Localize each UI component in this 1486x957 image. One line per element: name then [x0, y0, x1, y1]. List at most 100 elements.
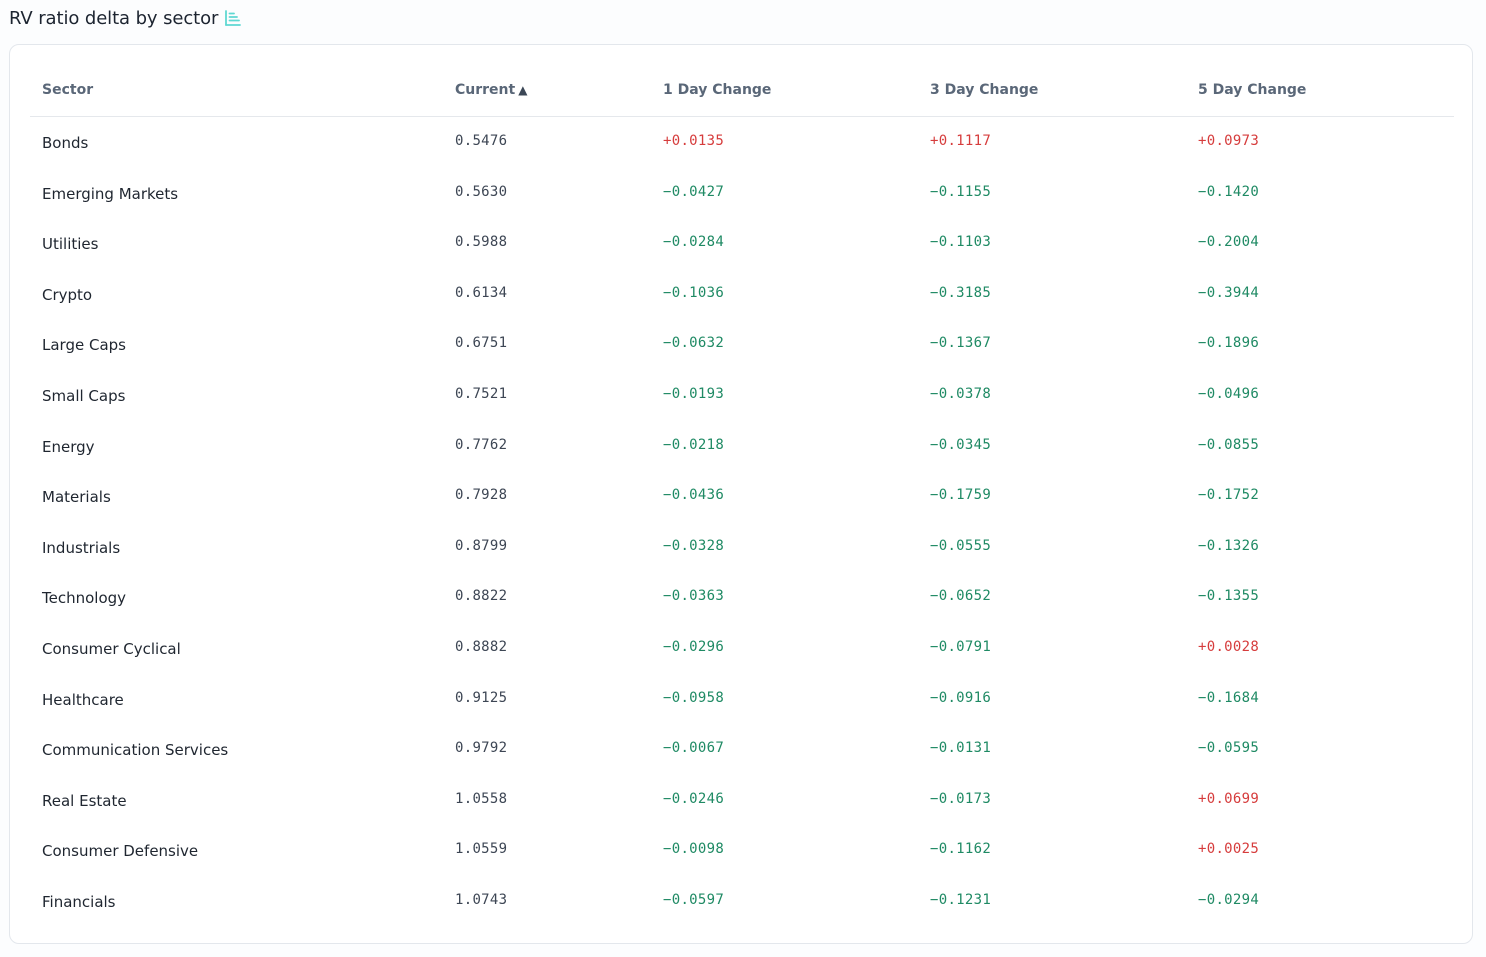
3-day-change-value: −0.0791	[930, 638, 992, 655]
3-day-change-value: −0.0555	[930, 537, 992, 554]
current-value: 1.0743	[455, 891, 508, 908]
5-day-change-value: +0.0699	[1198, 790, 1260, 807]
sector-name: Materials	[42, 488, 111, 507]
current-value: 0.6134	[455, 284, 508, 301]
page-title: RV ratio delta by sector	[9, 7, 219, 29]
current-value: 0.6751	[455, 335, 508, 352]
5-day-change-value: −0.0595	[1198, 740, 1260, 757]
current-value: 0.8882	[455, 638, 508, 655]
current-value: 0.7928	[455, 487, 508, 504]
3-day-change-value: −0.1103	[930, 234, 992, 251]
5-day-change-value: −0.1896	[1198, 335, 1260, 352]
3-day-change-value: −0.0345	[930, 436, 992, 453]
3-day-change-value: −0.1162	[930, 841, 992, 858]
table-header: Sector Current ▲ 1 Day Change 3 Day Chang…	[30, 45, 1454, 117]
5-day-change-value: −0.1752	[1198, 487, 1260, 504]
sector-name: Technology	[42, 589, 127, 608]
column-header-label: Current	[455, 82, 516, 98]
3-day-change-value: −0.0131	[930, 740, 992, 757]
table-row[interactable]: Healthcare 0.9125 −0.0958 −0.0916 −0.1684	[30, 674, 1454, 725]
table-row[interactable]: Consumer Cyclical 0.8882 −0.0296 −0.0791 +0.…	[30, 623, 1454, 674]
column-header-3-day-change[interactable]: 3 Day Change	[930, 82, 1038, 98]
column-header-5-day-change[interactable]: 5 Day Change	[1198, 82, 1306, 98]
sector-name: Consumer Defensive	[42, 842, 199, 861]
sector-name: Utilities	[42, 235, 99, 254]
table-row[interactable]: Emerging Markets 0.5630 −0.0427 −0.1155 −0.1…	[30, 168, 1454, 219]
current-value: 0.7762	[455, 436, 508, 453]
sort-ascending-icon: ▲	[518, 83, 528, 97]
5-day-change-value: −0.1355	[1198, 588, 1260, 605]
3-day-change-value: +0.1117	[930, 133, 992, 149]
5-day-change-value: −0.0855	[1198, 436, 1260, 453]
5-day-change-value: −0.1684	[1198, 689, 1260, 706]
5-day-change-value: −0.1326	[1198, 537, 1260, 554]
3-day-change-value: −0.3185	[930, 284, 992, 301]
3-day-change-value: −0.1759	[930, 487, 992, 504]
current-value: 0.7521	[455, 385, 508, 402]
sector-name: Industrials	[42, 538, 121, 557]
column-header-current[interactable]: Current ▲	[455, 82, 527, 98]
sector-name: Crypto	[42, 285, 93, 304]
1-day-change-value: −0.0067	[663, 740, 725, 757]
sector-name: Large Caps	[42, 336, 126, 355]
table-row[interactable]: Small Caps 0.7521 −0.0193 −0.0378 −0.0496	[30, 370, 1454, 421]
sector-name: Bonds	[42, 134, 89, 152]
3-day-change-value: −0.1367	[930, 335, 992, 352]
table-row[interactable]: Materials 0.7928 −0.0436 −0.1759 −0.1752	[30, 471, 1454, 522]
3-day-change-value: −0.0378	[930, 385, 992, 402]
1-day-change-value: −0.0363	[663, 588, 725, 605]
table-row[interactable]: Bonds 0.5476 +0.0135 +0.1117 +0.0973	[30, 117, 1454, 168]
current-value: 0.5988	[455, 234, 508, 251]
table-row[interactable]: Industrials 0.8799 −0.0328 −0.0555 −0.1326	[30, 522, 1454, 573]
sector-name: Healthcare	[42, 690, 124, 709]
sector-name: Consumer Cyclical	[42, 639, 181, 658]
1-day-change-value: −0.0436	[663, 487, 725, 504]
table-row[interactable]: Communication Services 0.9792 −0.0067 −0.01…	[30, 724, 1454, 775]
1-day-change-value: −0.0597	[663, 891, 725, 908]
1-day-change-value: −0.0958	[663, 689, 725, 706]
5-day-change-value: −0.0294	[1198, 891, 1260, 908]
1-day-change-value: −0.0427	[663, 183, 725, 200]
table-row[interactable]: Financials 1.0743 −0.0597 −0.1231 −0.0294	[30, 876, 1454, 927]
current-value: 1.0558	[455, 790, 508, 807]
3-day-change-value: −0.0173	[930, 790, 992, 807]
current-value: 0.9792	[455, 740, 508, 757]
3-day-change-value: −0.1155	[930, 183, 992, 200]
5-day-change-value: −0.1420	[1198, 183, 1260, 200]
1-day-change-value: −0.0218	[663, 436, 725, 453]
table-row[interactable]: Utilities 0.5988 −0.0284 −0.1103 −0.2004	[30, 218, 1454, 269]
current-value: 0.5476	[455, 133, 508, 149]
5-day-change-value: +0.0025	[1198, 841, 1260, 858]
1-day-change-value: −0.0328	[663, 537, 725, 554]
table-row[interactable]: Technology 0.8822 −0.0363 −0.0652 −0.1355	[30, 572, 1454, 623]
table-row[interactable]: Large Caps 0.6751 −0.0632 −0.1367 −0.1896	[30, 319, 1454, 370]
current-value: 0.5630	[455, 183, 508, 200]
5-day-change-value: −0.2004	[1198, 234, 1260, 251]
sector-name: Financials	[42, 892, 116, 911]
column-header-label: 1 Day Change	[663, 82, 772, 98]
sector-name: Small Caps	[42, 386, 126, 405]
bar-list-icon[interactable]	[224, 9, 242, 27]
3-day-change-value: −0.0652	[930, 588, 992, 605]
table-body: Bonds 0.5476 +0.0135 +0.1117 +0.0973 Emerging…	[30, 117, 1454, 927]
column-header-1-day-change[interactable]: 1 Day Change	[663, 82, 771, 98]
5-day-change-value: −0.3944	[1198, 284, 1260, 301]
sector-table: Sector Current ▲ 1 Day Change 3 Day Chang…	[30, 45, 1454, 927]
sector-table-card: Sector Current ▲ 1 Day Change 3 Day Chang…	[9, 44, 1473, 944]
1-day-change-value: −0.0193	[663, 385, 725, 402]
1-day-change-value: +0.0135	[663, 133, 725, 149]
5-day-change-value: +0.0973	[1198, 133, 1260, 149]
current-value: 0.8799	[455, 537, 508, 554]
column-header-sector[interactable]: Sector	[42, 82, 93, 98]
1-day-change-value: −0.0296	[663, 638, 725, 655]
table-row[interactable]: Real Estate 1.0558 −0.0246 −0.0173 +0.0699	[30, 775, 1454, 826]
1-day-change-value: −0.0632	[663, 335, 725, 352]
3-day-change-value: −0.1231	[930, 891, 992, 908]
table-row[interactable]: Energy 0.7762 −0.0218 −0.0345 −0.0855	[30, 421, 1454, 472]
current-value: 1.0559	[455, 841, 508, 858]
1-day-change-value: −0.1036	[663, 284, 725, 301]
table-row[interactable]: Consumer Defensive 1.0559 −0.0098 −0.1162 +0…	[30, 825, 1454, 876]
table-row[interactable]: Crypto 0.6134 −0.1036 −0.3185 −0.3944	[30, 269, 1454, 320]
column-header-label: 3 Day Change	[930, 82, 1039, 98]
5-day-change-value: −0.0496	[1198, 385, 1260, 402]
